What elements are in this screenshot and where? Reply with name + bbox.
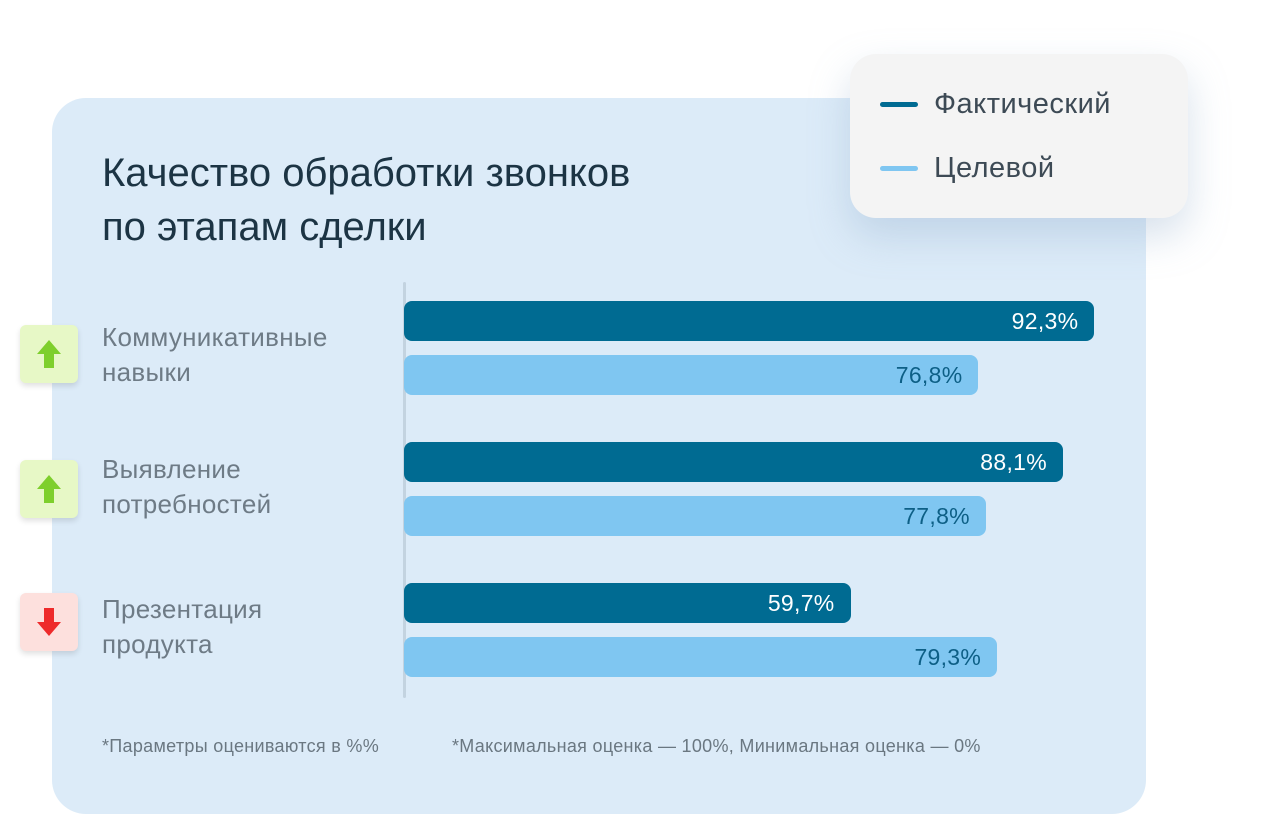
footnote-units: *Параметры оцениваются в %%: [102, 736, 380, 756]
bar-value-label: 77,8%: [903, 502, 970, 529]
bar-actual-needs: 88,1%: [404, 442, 1063, 482]
legend-item-actual: Фактический: [880, 84, 1111, 124]
legend-label-target: Целевой: [934, 151, 1055, 184]
chart-title: Качество обработки звонков по этапам сде…: [102, 146, 762, 254]
bar-value-label: 92,3%: [1011, 307, 1079, 334]
category-label-line: продукта: [102, 629, 213, 659]
legend-swatch-actual: [880, 101, 918, 107]
category-label-line: навыки: [102, 357, 192, 387]
bar-value-label: 79,3%: [914, 643, 982, 670]
category-label-line: Презентация: [102, 594, 263, 624]
legend: Фактический Целевой: [850, 54, 1188, 218]
category-label-line: Коммуникативные: [102, 322, 328, 352]
category-label-communication: Коммуникативные навыки: [102, 320, 382, 390]
footnote-range: *Максимальная оценка — 100%, Минимальная…: [452, 736, 981, 756]
bar-actual-communication: 92,3%: [404, 301, 1095, 341]
chart-title-line-1: Качество обработки звонков: [102, 151, 631, 195]
legend-swatch-target: [880, 165, 918, 171]
category-label-line: потребностей: [102, 489, 272, 519]
bar-target-presentation: 79,3%: [404, 637, 998, 677]
category-axis: [403, 282, 406, 698]
category-label-needs: Выявление потребностей: [102, 452, 382, 522]
bar-target-needs: 77,8%: [404, 496, 986, 536]
bar-value-label: 76,8%: [895, 361, 963, 388]
chart-title-line-2: по этапам сделки: [102, 205, 427, 249]
arrow-up-icon: [20, 325, 78, 383]
arrow-up-icon: [20, 460, 78, 518]
bar-actual-presentation: 59,7%: [404, 583, 851, 623]
legend-label-actual: Фактический: [934, 87, 1111, 120]
legend-item-target: Целевой: [880, 148, 1055, 188]
category-label-line: Выявление: [102, 454, 241, 484]
bar-value-label: 59,7%: [767, 589, 835, 616]
bar-target-communication: 76,8%: [404, 355, 979, 395]
category-label-presentation: Презентация продукта: [102, 592, 382, 662]
bar-value-label: 88,1%: [980, 448, 1047, 475]
arrow-down-icon: [20, 593, 78, 651]
